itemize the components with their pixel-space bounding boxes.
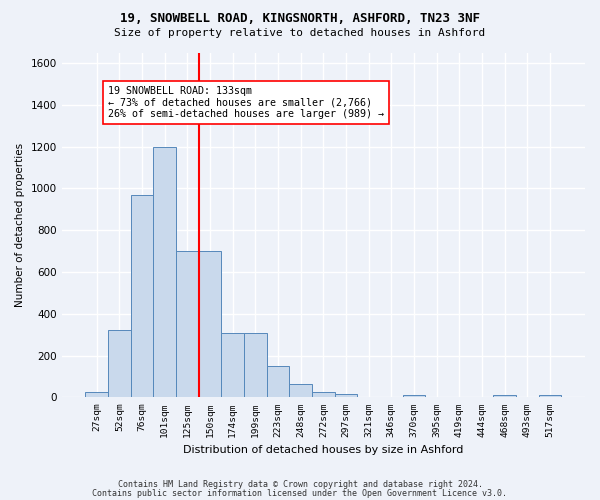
Bar <box>539 395 561 398</box>
Text: Contains public sector information licensed under the Open Government Licence v3: Contains public sector information licen… <box>92 489 508 498</box>
Text: 19, SNOWBELL ROAD, KINGSNORTH, ASHFORD, TN23 3NF: 19, SNOWBELL ROAD, KINGSNORTH, ASHFORD, … <box>120 12 480 26</box>
X-axis label: Distribution of detached houses by size in Ashford: Distribution of detached houses by size … <box>183 445 464 455</box>
Bar <box>85 392 108 398</box>
Bar <box>221 332 244 398</box>
Text: Size of property relative to detached houses in Ashford: Size of property relative to detached ho… <box>115 28 485 38</box>
Bar <box>108 330 131 398</box>
Bar <box>335 394 358 398</box>
Bar <box>266 366 289 398</box>
Bar <box>493 395 516 398</box>
Bar <box>131 194 154 398</box>
Bar <box>176 251 199 398</box>
Bar <box>312 392 335 398</box>
Bar <box>244 332 266 398</box>
Text: Contains HM Land Registry data © Crown copyright and database right 2024.: Contains HM Land Registry data © Crown c… <box>118 480 482 489</box>
Bar <box>154 146 176 398</box>
Text: 19 SNOWBELL ROAD: 133sqm
← 73% of detached houses are smaller (2,766)
26% of sem: 19 SNOWBELL ROAD: 133sqm ← 73% of detach… <box>108 86 384 119</box>
Bar <box>403 395 425 398</box>
Bar <box>199 251 221 398</box>
Bar <box>289 384 312 398</box>
Y-axis label: Number of detached properties: Number of detached properties <box>15 143 25 307</box>
